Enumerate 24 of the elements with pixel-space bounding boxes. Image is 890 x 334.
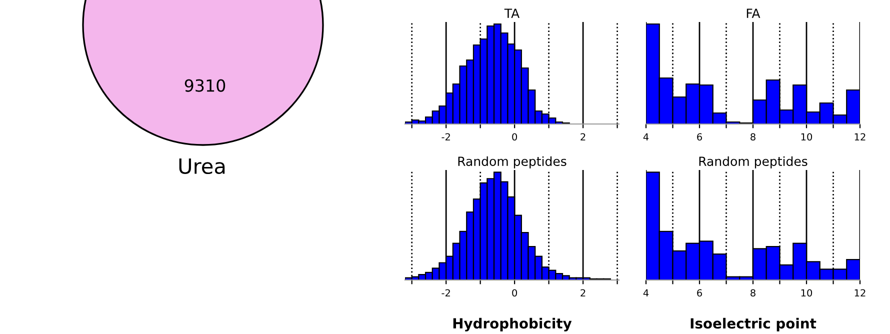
x-tick-label: 4 <box>643 133 649 140</box>
x-tick-label: -2 <box>442 289 450 296</box>
x-tick-label: 2 <box>580 133 586 140</box>
chart-title: Random peptides <box>699 156 808 168</box>
x-tick-label: 12 <box>854 289 866 296</box>
x-tick-label: 6 <box>697 289 702 297</box>
x-axis-title: Isoelectric point <box>690 318 816 332</box>
x-tick-label: 2 <box>580 289 586 296</box>
x-tick-label: 0 <box>512 133 518 141</box>
x-tick-label: 10 <box>801 289 812 297</box>
x-tick-label: 12 <box>854 133 866 140</box>
chart-title: TA <box>504 8 520 18</box>
x-axis-title: Hydrophobicity <box>453 318 572 332</box>
x-tick-label: -2 <box>442 133 450 140</box>
x-tick-label: 8 <box>750 133 756 141</box>
x-tick-label: 10 <box>801 133 812 141</box>
text: 9310 <box>184 79 226 92</box>
x-tick-label: 0 <box>512 289 518 297</box>
text: Urea <box>179 158 225 174</box>
x-tick-label: 6 <box>697 133 702 141</box>
chart-title: Random peptides <box>458 156 566 168</box>
x-tick-label: 4 <box>643 289 649 296</box>
chart-title: FA <box>746 8 760 18</box>
x-tick-label: 8 <box>750 289 756 297</box>
